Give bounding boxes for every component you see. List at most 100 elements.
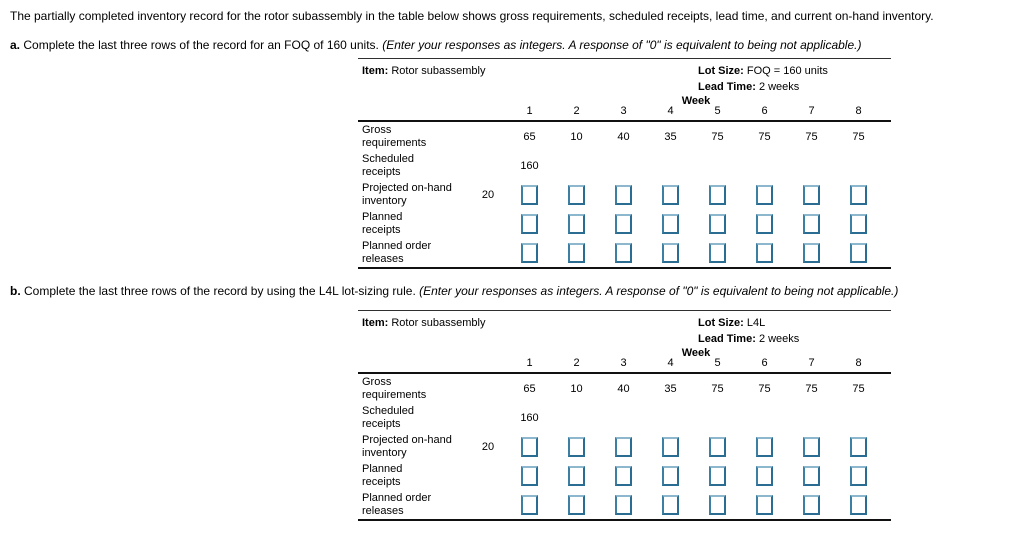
projected-inventory-input[interactable] [850, 436, 867, 457]
lead-time-label: Lead Time: [698, 81, 756, 93]
projected-inventory-input[interactable] [568, 436, 585, 457]
item-label: Item: [362, 317, 389, 329]
lot-size-label: Lot Size: [698, 317, 744, 329]
planned-order-releases-input[interactable] [803, 242, 820, 263]
part-a-note: (Enter your responses as integers. A res… [382, 38, 862, 52]
planned-receipts-input[interactable] [803, 465, 820, 486]
planned-receipts-input[interactable] [662, 213, 679, 234]
projected-inventory-input[interactable] [709, 184, 726, 205]
planned-order-releases-input[interactable] [662, 494, 679, 515]
planned-receipts-input[interactable] [568, 213, 585, 234]
planned-order-releases-input[interactable] [850, 242, 867, 263]
planned-receipts-input[interactable] [615, 465, 632, 486]
projected-inventory-input[interactable] [709, 436, 726, 457]
planned-receipts-input[interactable] [709, 465, 726, 486]
gross-value: 75 [805, 130, 818, 143]
planned-order-releases-input[interactable] [850, 494, 867, 515]
lot-size: Lot Size: FOQ = 160 units [698, 65, 828, 77]
inventory-record-foq: Item: Rotor subassembly Lot Size: FOQ = … [358, 58, 891, 269]
projected-inventory-input[interactable] [568, 184, 585, 205]
planned-order-releases-input[interactable] [756, 242, 773, 263]
gross-requirements-row: Gross requirements 65 10 40 35 75 75 75 … [358, 374, 891, 403]
planned-receipts-input[interactable] [756, 213, 773, 234]
scheduled-value [788, 403, 835, 432]
row-label: Projected on-hand inventory [362, 434, 452, 459]
planned-order-releases-input[interactable] [568, 494, 585, 515]
planned-receipts-input[interactable] [521, 213, 538, 234]
row-label: Gross requirements [362, 376, 427, 401]
planned-receipts-input[interactable] [568, 465, 585, 486]
projected-inventory-input[interactable] [756, 184, 773, 205]
projected-inventory-input[interactable] [850, 184, 867, 205]
week-number: 1 [526, 356, 533, 369]
record-header: Item: Rotor subassembly Lot Size: FOQ = … [358, 59, 891, 122]
lot-size-value: FOQ = 160 units [746, 65, 828, 77]
gross-value: 65 [523, 130, 536, 143]
planned-order-releases-input[interactable] [521, 494, 538, 515]
record-header: Item: Rotor subassembly Lot Size: L4L Le… [358, 311, 891, 374]
projected-inventory-row: Projected on-hand inventory 20 [358, 432, 891, 461]
projected-inventory-input[interactable] [521, 184, 538, 205]
planned-order-releases-input[interactable] [662, 242, 679, 263]
intro-text: The partially completed inventory record… [0, 0, 1024, 23]
planned-order-releases-input[interactable] [756, 494, 773, 515]
scheduled-receipts-row: Scheduled receipts 160 [358, 151, 891, 180]
row-label: Planned order releases [362, 240, 432, 265]
planned-receipts-input[interactable] [756, 465, 773, 486]
part-a-text: Complete the last three rows of the reco… [23, 38, 379, 52]
row-label: Gross requirements [362, 124, 427, 149]
scheduled-value: 160 [520, 411, 539, 424]
item-value: Rotor subassembly [391, 317, 486, 329]
planned-receipts-input[interactable] [850, 213, 867, 234]
item-name: Item: Rotor subassembly [362, 65, 486, 77]
week-header: Week [681, 347, 711, 359]
gross-value: 40 [617, 130, 630, 143]
gross-value: 75 [711, 382, 724, 395]
gross-value: 75 [852, 130, 865, 143]
projected-inventory-input[interactable] [662, 184, 679, 205]
projected-inventory-input[interactable] [756, 436, 773, 457]
planned-receipts-input[interactable] [615, 213, 632, 234]
projected-inventory-input[interactable] [662, 436, 679, 457]
gross-value: 75 [852, 382, 865, 395]
planned-order-releases-input[interactable] [709, 494, 726, 515]
planned-order-releases-input[interactable] [803, 494, 820, 515]
planned-receipts-input[interactable] [709, 213, 726, 234]
planned-order-releases-input[interactable] [615, 494, 632, 515]
planned-order-releases-input[interactable] [709, 242, 726, 263]
lead-time-value: 2 weeks [758, 81, 800, 93]
item-label: Item: [362, 65, 389, 77]
scheduled-receipts-row: Scheduled receipts 160 [358, 403, 891, 432]
week-number: 8 [855, 104, 862, 117]
planned-order-releases-input[interactable] [568, 242, 585, 263]
gross-value: 10 [570, 382, 583, 395]
row-label: Scheduled receipts [362, 153, 414, 178]
planned-order-releases-input[interactable] [615, 242, 632, 263]
projected-inventory-input[interactable] [615, 184, 632, 205]
week-number: 2 [573, 104, 580, 117]
projected-inventory-input[interactable] [521, 436, 538, 457]
week-number: 6 [761, 356, 768, 369]
scheduled-value [647, 151, 694, 180]
week-numbers-row: 1 2 3 4 5 6 7 8 [358, 103, 891, 118]
lot-size-label: Lot Size: [698, 65, 744, 77]
projected-inventory-input[interactable] [803, 184, 820, 205]
planned-receipts-input[interactable] [662, 465, 679, 486]
lead-time-label: Lead Time: [698, 333, 756, 345]
planned-receipts-input[interactable] [803, 213, 820, 234]
planned-order-releases-input[interactable] [521, 242, 538, 263]
gross-value: 65 [523, 382, 536, 395]
week-number: 3 [620, 356, 627, 369]
week-number: 2 [573, 356, 580, 369]
week-number: 8 [855, 356, 862, 369]
week-number: 6 [761, 104, 768, 117]
projected-inventory-row: Projected on-hand inventory 20 [358, 180, 891, 209]
projected-inventory-input[interactable] [615, 436, 632, 457]
projected-inventory-input[interactable] [803, 436, 820, 457]
planned-order-releases-row: Planned order releases [358, 238, 891, 267]
gross-value: 75 [805, 382, 818, 395]
planned-receipts-input[interactable] [850, 465, 867, 486]
planned-order-releases-row: Planned order releases [358, 490, 891, 519]
planned-receipts-input[interactable] [521, 465, 538, 486]
lead-time: Lead Time: 2 weeks [698, 333, 799, 345]
